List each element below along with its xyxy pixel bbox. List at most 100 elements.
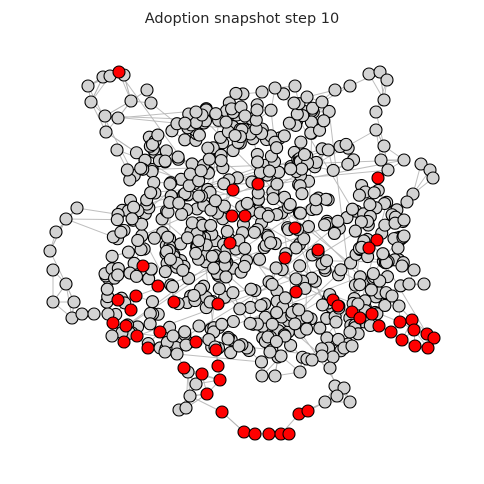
node-adopted	[112, 65, 126, 79]
node-adopted	[395, 333, 409, 347]
network-edge	[176, 353, 262, 363]
node-not-adopted	[179, 401, 193, 415]
node-not-adopted	[67, 295, 81, 309]
node-not-adopted	[287, 96, 301, 110]
node-not-adopted	[226, 286, 240, 300]
node-not-adopted	[237, 259, 252, 274]
node-not-adopted	[366, 267, 380, 281]
node-not-adopted	[217, 177, 231, 191]
node-not-adopted	[317, 114, 331, 128]
node-not-adopted	[226, 314, 240, 329]
node-not-adopted	[166, 329, 180, 343]
node-not-adopted	[124, 94, 138, 108]
node-not-adopted	[170, 347, 184, 361]
node-not-adopted	[400, 195, 414, 209]
node-not-adopted	[243, 316, 257, 330]
node-not-adopted	[254, 298, 268, 313]
node-not-adopted	[354, 215, 368, 229]
node-not-adopted	[277, 129, 291, 143]
node-not-adopted	[255, 85, 269, 99]
node-adopted	[136, 259, 150, 273]
node-not-adopted	[194, 164, 208, 178]
node-not-adopted	[328, 83, 342, 97]
node-adopted	[129, 289, 143, 303]
node-not-adopted	[189, 246, 203, 260]
node-adopted	[151, 279, 165, 293]
node-not-adopted	[300, 90, 314, 104]
node-not-adopted	[192, 128, 206, 142]
node-not-adopted	[348, 224, 362, 238]
node-not-adopted	[385, 289, 399, 303]
node-not-adopted	[84, 95, 98, 109]
node-adopted	[372, 319, 386, 333]
node-not-adopted	[295, 187, 309, 201]
node-not-adopted	[165, 279, 180, 294]
node-not-adopted	[221, 332, 235, 346]
node-not-adopted	[367, 186, 381, 200]
node-not-adopted	[114, 225, 128, 239]
node-not-adopted	[364, 283, 378, 297]
node-adopted	[111, 293, 125, 307]
node-not-adopted	[209, 107, 223, 121]
node-not-adopted	[269, 334, 283, 349]
node-not-adopted	[110, 143, 124, 157]
node-not-adopted	[264, 103, 278, 117]
node-adopted	[407, 323, 421, 337]
node-not-adopted	[129, 146, 144, 160]
node-not-adopted	[250, 155, 265, 169]
node-not-adopted	[59, 277, 73, 291]
node-not-adopted	[232, 339, 246, 353]
node-not-adopted	[377, 93, 391, 107]
node-not-adopted	[343, 395, 357, 409]
node-not-adopted	[187, 288, 201, 302]
node-adopted	[393, 315, 407, 329]
node-not-adopted	[305, 353, 319, 367]
node-adopted	[262, 427, 276, 441]
node-adopted	[238, 209, 252, 223]
node-not-adopted	[381, 163, 395, 177]
node-not-adopted	[205, 249, 219, 264]
node-not-adopted	[397, 229, 411, 243]
node-not-adopted	[309, 193, 323, 207]
node-not-adopted	[59, 212, 73, 226]
node-not-adopted	[145, 295, 159, 309]
node-adopted	[209, 343, 223, 357]
node-not-adopted	[161, 230, 175, 244]
node-not-adopted	[327, 226, 341, 240]
node-not-adopted	[144, 96, 158, 110]
node-not-adopted	[110, 213, 124, 227]
node-not-adopted	[391, 241, 405, 255]
node-not-adopted	[252, 252, 267, 266]
node-not-adopted	[339, 137, 353, 151]
node-not-adopted	[98, 109, 112, 123]
node-not-adopted	[320, 254, 334, 268]
node-adopted	[371, 171, 385, 185]
node-not-adopted	[171, 150, 185, 164]
node-not-adopted	[70, 201, 84, 215]
node-not-adopted	[158, 345, 172, 359]
node-not-adopted	[121, 245, 135, 259]
node-not-adopted	[326, 163, 340, 177]
node-adopted	[124, 303, 138, 317]
node-adopted	[195, 367, 209, 381]
node-not-adopted	[397, 153, 411, 167]
node-not-adopted	[264, 236, 278, 250]
node-not-adopted	[99, 125, 113, 139]
node-not-adopted	[262, 164, 277, 178]
node-not-adopted	[158, 154, 172, 168]
node-not-adopted	[270, 177, 284, 191]
node-not-adopted	[100, 282, 114, 296]
node-adopted	[282, 427, 296, 441]
node-not-adopted	[43, 244, 57, 258]
node-not-adopted	[288, 79, 302, 93]
network-edge	[65, 218, 114, 238]
node-not-adopted	[274, 349, 288, 363]
node-not-adopted	[219, 270, 233, 284]
node-not-adopted	[185, 216, 199, 230]
node-not-adopted	[151, 128, 165, 142]
node-not-adopted	[204, 218, 218, 233]
node-not-adopted	[329, 315, 343, 329]
node-not-adopted	[343, 79, 357, 93]
node-not-adopted	[284, 162, 298, 176]
